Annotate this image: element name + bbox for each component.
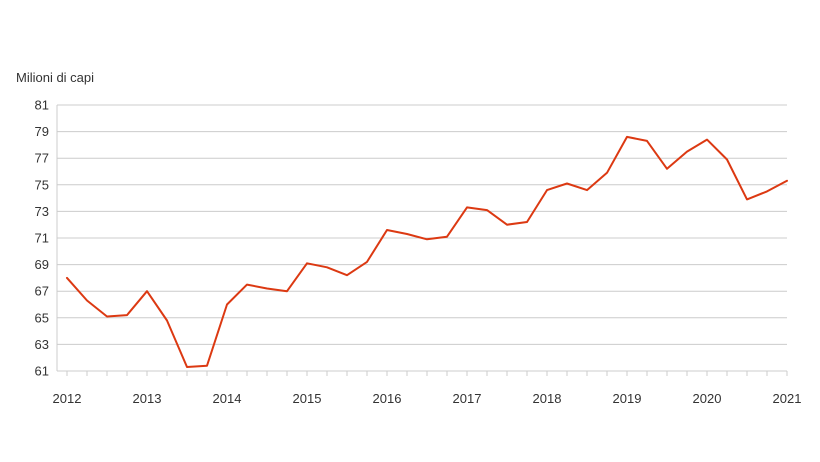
y-tick-label: 61 [35,364,49,379]
y-tick-label: 81 [35,98,49,113]
y-tick-label: 75 [35,177,49,192]
y-axis-title: Milioni di capi [16,70,95,85]
x-tick-label: 2021 [773,391,802,406]
x-tick-label: 2016 [373,391,402,406]
x-tick-label: 2014 [213,391,242,406]
y-tick-label: 69 [35,257,49,272]
x-tick-label: 2012 [53,391,82,406]
y-tick-label: 65 [35,310,49,325]
x-tick-label: 2018 [533,391,562,406]
x-tick-label: 2020 [693,391,722,406]
x-tick-label: 2015 [293,391,322,406]
y-tick-label: 77 [35,151,49,166]
series-line [66,135,788,368]
x-tick-label: 2013 [133,391,162,406]
y-tick-label: 67 [35,284,49,299]
y-tick-label: 63 [35,337,49,352]
y-tick-label: 73 [35,204,49,219]
x-tick-label: 2017 [453,391,482,406]
y-tick-label: 79 [35,124,49,139]
x-tick-label: 2019 [613,391,642,406]
y-tick-label: 71 [35,231,49,246]
